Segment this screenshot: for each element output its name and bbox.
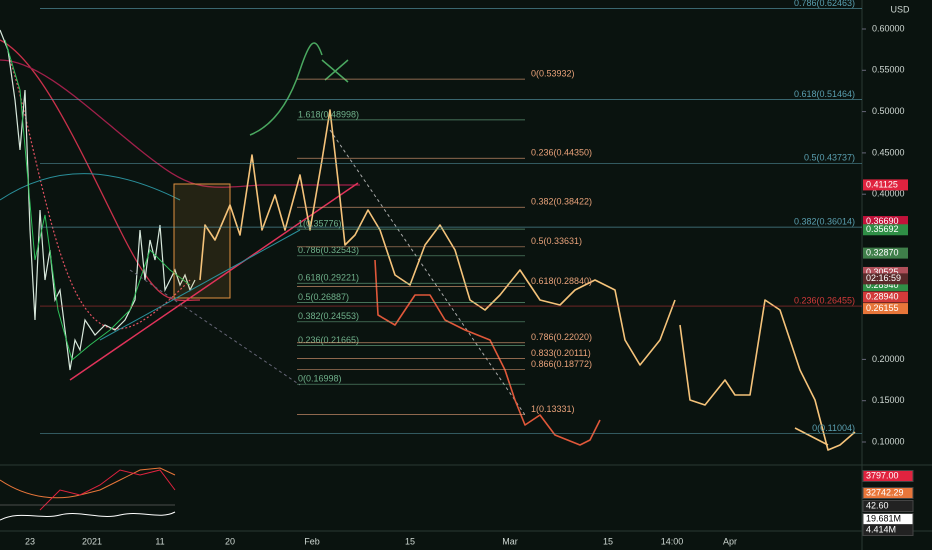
time-label: 15 (603, 536, 613, 546)
price-tag (863, 266, 908, 278)
fib-label: 0.236(0.21665) (298, 335, 359, 345)
time-label: Mar (502, 536, 518, 546)
time-label: 11 (155, 536, 164, 546)
fib-label: 0.618(0.29221) (298, 273, 359, 283)
fib-label: 0(0.53932) (531, 68, 575, 78)
fib-label: 0.382(0.38422) (531, 197, 592, 207)
dashed-line (129, 269, 301, 386)
fib-label: 0.5(0.43737) (804, 153, 855, 163)
price-line (0, 29, 196, 371)
trend-line (69, 182, 359, 381)
indicator-tag (862, 524, 914, 536)
trend-line (99, 229, 301, 341)
time-label: 2021 (82, 536, 102, 546)
fib-label: 1.618(0.48998) (298, 109, 359, 119)
fib-label: 0.786(0.32543) (298, 245, 359, 255)
fib-label: 0.382(0.36014) (794, 216, 855, 226)
indicator-tag-label: 3797.00 (866, 470, 899, 480)
price-tag-label: 0.30525 (866, 267, 899, 277)
drawn-path (374, 259, 601, 446)
drawn-path (679, 299, 856, 451)
price-tick-label: 0.45000 (872, 147, 905, 157)
fib-label: 1(0.13331) (531, 404, 575, 414)
price-tag-label: 0.26155 (866, 303, 899, 313)
fib-label: 1(0.35776) (298, 218, 342, 228)
price-tick-label: 0.15000 (872, 395, 905, 405)
time-label: Feb (304, 536, 320, 546)
indicator-tag-label: 32742.29 (866, 487, 904, 497)
price-tag-label: 02:16:59 (866, 273, 901, 283)
price-tag-label: 0.32870 (866, 247, 899, 257)
ma (0, 59, 360, 188)
drawn-path (794, 427, 829, 446)
time-label: Apr (723, 536, 737, 546)
price-tick-label: 0.40000 (872, 189, 905, 199)
indicator-tag-label: 19.681M (866, 513, 901, 523)
indicator-tag-label: 42.60 (866, 500, 889, 510)
time-label: 14:00 (661, 536, 684, 546)
currency: USD (890, 4, 910, 14)
fib-label: 0(0.11004) (812, 423, 855, 433)
price-tick-label: 0.10000 (872, 436, 905, 446)
fib-label: 0.236(0.44350) (531, 148, 592, 158)
price-tag (863, 216, 908, 228)
fib-label: 0.786(0.62463) (794, 0, 855, 8)
box (173, 183, 231, 299)
fib-label: 0.786(0.22020) (531, 332, 592, 342)
price-tag-label: 0.28940 (866, 280, 899, 290)
fib-label: 0.236(0.26455) (794, 295, 855, 305)
fib-label: 0.618(0.28840) (531, 276, 592, 286)
ma (0, 39, 201, 302)
ma (9, 59, 191, 330)
price-tick-label: 0.20000 (872, 354, 905, 364)
price-tag-label: 0.36690 (866, 216, 899, 226)
fib-label: 0.5(0.33631) (531, 236, 582, 246)
indicator-line (0, 511, 176, 521)
drawn-path (199, 109, 676, 366)
ma (0, 173, 181, 201)
x-mark (321, 59, 349, 83)
price-tag (863, 179, 908, 191)
fib-label: 0.618(0.51464) (794, 89, 855, 99)
price-tag (863, 303, 908, 315)
price-tag (863, 291, 908, 303)
indicator-tag (862, 500, 914, 512)
drawn-arrow (249, 42, 323, 136)
price-tag (863, 247, 908, 259)
price-tag-label: 0.28940 (866, 291, 899, 301)
price-tag-label: 0.35692 (866, 224, 899, 234)
price-tag (863, 280, 908, 292)
indicator-line (0, 467, 176, 499)
price-line (4, 39, 191, 361)
indicator-line (39, 469, 176, 511)
price-tick-label: 0.50000 (872, 106, 905, 116)
price-tag (863, 224, 908, 236)
fib-label: 0.833(0.20111) (531, 348, 591, 358)
fib-label: 0.866(0.18772) (531, 359, 592, 369)
time-label: 20 (225, 536, 235, 546)
price-tick-label: 0.60000 (872, 23, 905, 33)
price-tick-label: 0.55000 (872, 65, 905, 75)
time-label: 15 (405, 536, 415, 546)
price-tag (863, 273, 908, 285)
time-label: 23 (25, 536, 35, 546)
fib-label: 0.382(0.24553) (298, 311, 359, 321)
fib-label: 0.5(0.26887) (298, 292, 349, 302)
price-tag-label: 0.41125 (866, 179, 898, 189)
fib-label: 0(0.16998) (298, 374, 342, 384)
indicator-tag (862, 470, 914, 482)
indicator-tag (862, 487, 914, 499)
indicator-tag-label: 4.414M (866, 524, 896, 534)
